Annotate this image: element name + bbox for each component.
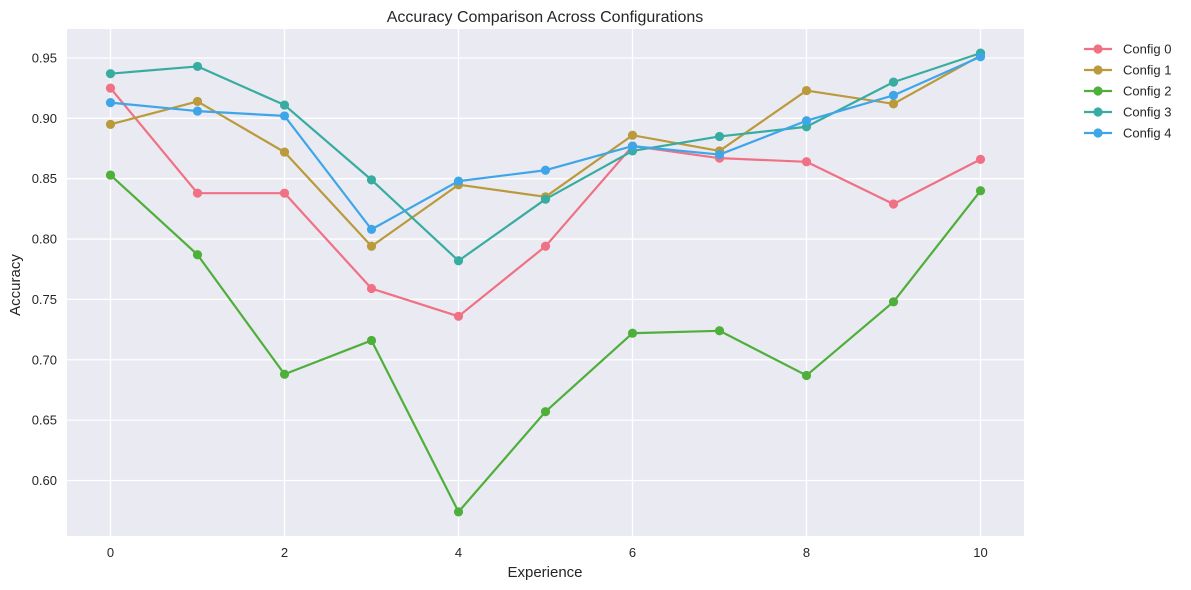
x-tick-label: 0 <box>107 545 114 560</box>
data-point-config-2 <box>453 507 464 517</box>
data-point-config-0 <box>888 199 899 209</box>
data-point-config-0 <box>366 283 377 294</box>
y-tick-label: 0.80 <box>32 232 57 247</box>
data-point-config-4 <box>801 116 812 126</box>
y-tick-label: 0.90 <box>32 111 57 126</box>
legend-label: Config 0 <box>1123 42 1171 57</box>
data-point-config-0 <box>105 83 116 93</box>
plot-area <box>67 29 1024 536</box>
legend-marker <box>1093 44 1103 54</box>
legend-item-config-1: Config 1 <box>1084 63 1171 78</box>
legend-marker <box>1093 86 1103 96</box>
x-tick-label: 2 <box>281 545 288 560</box>
data-point-config-3 <box>888 77 899 87</box>
x-tick-label: 6 <box>629 545 636 560</box>
data-point-config-3 <box>192 61 203 72</box>
data-point-config-2 <box>279 369 290 379</box>
data-point-config-3 <box>714 131 725 142</box>
data-point-config-4 <box>105 98 116 108</box>
legend-item-config-2: Config 2 <box>1084 84 1171 99</box>
data-point-config-4 <box>279 111 290 121</box>
data-point-config-0 <box>540 241 551 251</box>
data-point-config-2 <box>540 407 551 417</box>
data-point-config-1 <box>366 241 377 251</box>
x-tick-label: 4 <box>455 545 462 560</box>
data-point-config-1 <box>627 130 638 140</box>
x-tick-label: 10 <box>973 545 987 560</box>
data-point-config-2 <box>714 326 725 336</box>
y-tick-label: 0.75 <box>32 292 57 307</box>
data-point-config-0 <box>801 157 812 167</box>
series-config-0 <box>105 83 986 321</box>
grid <box>67 29 1024 536</box>
data-point-config-3 <box>279 100 290 110</box>
legend-label: Config 1 <box>1123 63 1171 78</box>
data-point-config-4 <box>192 106 203 116</box>
legend-item-config-4: Config 4 <box>1084 126 1171 141</box>
data-point-config-1 <box>105 119 116 129</box>
y-axis-label: Accuracy <box>7 254 24 316</box>
data-point-config-4 <box>627 141 638 151</box>
series-config-2 <box>105 170 986 517</box>
y-tick-label: 0.65 <box>32 413 57 428</box>
x-axis-label: Experience <box>507 564 582 581</box>
legend: Config 0 Config 1 Config 2 Config 3 Config 4 <box>1084 42 1171 141</box>
data-point-config-4 <box>540 165 551 175</box>
legend-marker <box>1093 107 1103 117</box>
legend-item-config-0: Config 0 <box>1084 42 1171 57</box>
data-point-config-2 <box>105 170 116 180</box>
data-point-config-4 <box>366 224 377 234</box>
data-point-config-1 <box>192 96 203 107</box>
data-point-config-2 <box>801 370 812 381</box>
series-layer <box>105 48 986 517</box>
legend-marker <box>1093 128 1103 138</box>
y-tick-label: 0.95 <box>32 50 57 65</box>
data-point-config-3 <box>366 175 377 185</box>
data-point-config-4 <box>453 176 464 186</box>
data-point-config-4 <box>714 149 725 160</box>
data-point-config-0 <box>279 188 290 198</box>
data-point-config-4 <box>888 90 899 100</box>
data-point-config-2 <box>627 328 638 338</box>
data-point-config-0 <box>192 188 203 198</box>
data-point-config-3 <box>105 69 116 79</box>
data-point-config-4 <box>975 52 986 62</box>
data-point-config-1 <box>279 147 290 157</box>
data-point-config-2 <box>975 186 986 196</box>
legend-label: Config 4 <box>1123 126 1171 141</box>
chart-title: Accuracy Comparison Across Configuration… <box>387 9 704 26</box>
data-point-config-2 <box>366 335 377 346</box>
legend-label: Config 3 <box>1123 105 1171 120</box>
legend-marker <box>1093 65 1103 75</box>
x-tick-label: 8 <box>803 545 810 560</box>
series-config-4 <box>105 52 986 234</box>
data-point-config-3 <box>540 194 551 204</box>
y-tick-label: 0.60 <box>32 473 57 488</box>
data-point-config-3 <box>453 256 464 266</box>
data-point-config-1 <box>888 99 899 109</box>
ticks: 0 2 4 6 8 10 0.60 0.65 0.70 0.75 0.80 0.85 0.90 0.95 <box>32 50 988 560</box>
legend-item-config-3: Config 3 <box>1084 105 1171 120</box>
data-point-config-1 <box>801 85 812 96</box>
data-point-config-2 <box>888 297 899 307</box>
data-point-config-2 <box>192 250 203 260</box>
y-tick-label: 0.70 <box>32 352 57 367</box>
legend-label: Config 2 <box>1123 84 1171 99</box>
y-tick-label: 0.85 <box>32 171 57 186</box>
data-point-config-0 <box>453 311 464 321</box>
data-point-config-0 <box>975 154 986 164</box>
